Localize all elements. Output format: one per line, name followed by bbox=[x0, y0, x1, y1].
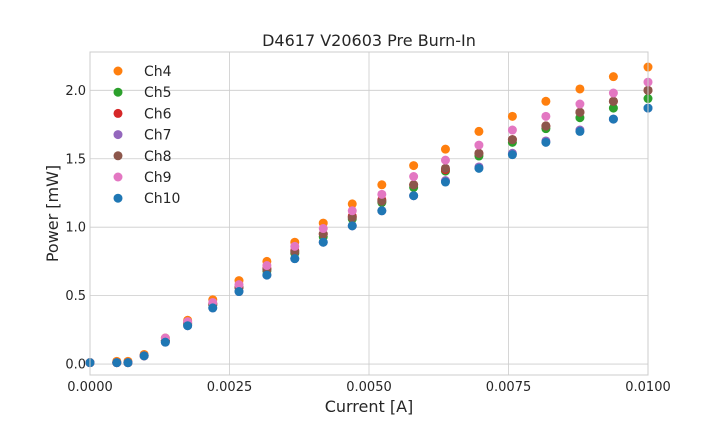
data-point bbox=[112, 358, 122, 368]
data-point bbox=[575, 107, 585, 117]
data-point bbox=[262, 270, 272, 280]
data-point bbox=[347, 206, 357, 216]
data-point bbox=[575, 126, 585, 136]
data-point bbox=[474, 126, 484, 136]
x-tick-label: 0.0100 bbox=[625, 380, 671, 395]
data-point bbox=[507, 150, 517, 160]
y-tick-label: 2.0 bbox=[65, 84, 86, 99]
legend-label: Ch6 bbox=[144, 106, 172, 122]
data-point bbox=[440, 144, 450, 154]
legend-label: Ch8 bbox=[144, 149, 172, 165]
data-point bbox=[541, 111, 551, 121]
data-point bbox=[575, 84, 585, 94]
legend-label: Ch10 bbox=[144, 191, 180, 207]
data-point bbox=[318, 224, 328, 234]
data-point bbox=[474, 148, 484, 158]
y-tick-label: 1.0 bbox=[65, 221, 86, 236]
legend-label: Ch9 bbox=[144, 170, 172, 186]
data-point bbox=[409, 161, 419, 171]
data-point bbox=[474, 163, 484, 173]
y-tick-label: 1.5 bbox=[65, 152, 86, 167]
data-point bbox=[318, 237, 328, 247]
data-point bbox=[377, 206, 387, 216]
data-point bbox=[409, 191, 419, 201]
data-point bbox=[262, 261, 272, 271]
legend-marker bbox=[113, 66, 123, 76]
data-point bbox=[541, 137, 551, 147]
data-point bbox=[507, 111, 517, 121]
legend-marker bbox=[113, 130, 123, 140]
data-point bbox=[440, 163, 450, 173]
data-point bbox=[377, 189, 387, 199]
x-tick-label: 0.0025 bbox=[207, 380, 253, 395]
data-point bbox=[541, 121, 551, 131]
legend-marker bbox=[113, 108, 123, 118]
y-tick-label: 0.0 bbox=[65, 358, 86, 373]
data-point bbox=[507, 125, 517, 135]
data-point bbox=[234, 287, 244, 297]
legend-marker bbox=[113, 172, 123, 182]
axes: 0.0000 0.0025 0.0050 0.0075 0.0100 0.0 0.5 1.0 1… bbox=[65, 51, 671, 395]
data-points bbox=[85, 62, 653, 368]
legend-label: Ch4 bbox=[144, 64, 172, 80]
data-point bbox=[347, 199, 357, 209]
data-point bbox=[474, 140, 484, 150]
data-point bbox=[377, 196, 387, 206]
data-point bbox=[347, 213, 357, 223]
x-tick-label: 0.0050 bbox=[346, 380, 392, 395]
data-point bbox=[208, 303, 218, 313]
y-axis-label: Power [mW] bbox=[43, 165, 62, 262]
series-ch10 bbox=[85, 103, 653, 368]
data-point bbox=[608, 114, 618, 124]
legend-label: Ch7 bbox=[144, 128, 172, 144]
legend: Ch4 Ch5 Ch6 Ch7 Ch8 Ch9 Ch10 bbox=[113, 64, 180, 207]
x-axis-label: Current [A] bbox=[325, 397, 414, 416]
data-point bbox=[440, 155, 450, 165]
data-point bbox=[575, 99, 585, 109]
data-point bbox=[608, 103, 618, 113]
data-point bbox=[507, 135, 517, 145]
legend-marker bbox=[113, 87, 123, 97]
data-point bbox=[541, 96, 551, 106]
data-point bbox=[608, 88, 618, 98]
data-point bbox=[123, 358, 133, 368]
data-point bbox=[139, 351, 149, 361]
data-point bbox=[347, 221, 357, 231]
data-point bbox=[183, 321, 193, 331]
data-point bbox=[234, 280, 244, 290]
legend-label: Ch5 bbox=[144, 85, 172, 101]
data-point bbox=[290, 241, 300, 251]
y-tick-label: 0.5 bbox=[65, 289, 86, 304]
chart-title: D4617 V20603 Pre Burn-In bbox=[262, 31, 476, 50]
data-point bbox=[290, 254, 300, 264]
data-point bbox=[409, 180, 419, 190]
legend-marker bbox=[113, 193, 123, 203]
data-point bbox=[608, 96, 618, 106]
data-point bbox=[608, 72, 618, 82]
data-point bbox=[440, 177, 450, 187]
data-point bbox=[377, 180, 387, 190]
data-point bbox=[409, 172, 419, 182]
plot-frame bbox=[89, 51, 649, 376]
x-tick-label: 0.0075 bbox=[486, 380, 532, 395]
x-tick-label: 0.0000 bbox=[67, 380, 113, 395]
data-point bbox=[160, 337, 170, 347]
legend-marker bbox=[113, 151, 123, 161]
grid bbox=[89, 52, 649, 375]
